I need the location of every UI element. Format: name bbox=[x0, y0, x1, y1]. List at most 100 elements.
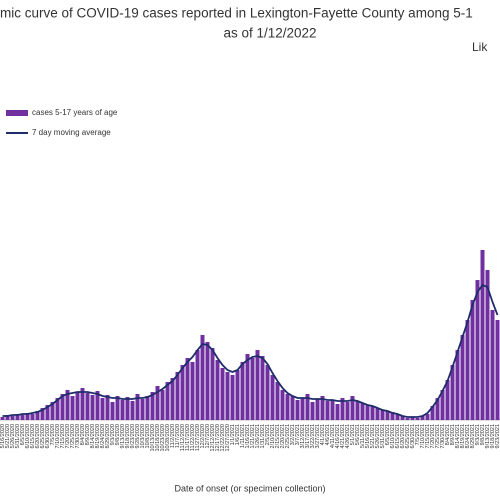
x-tick-label: 4/16/2021 bbox=[335, 424, 341, 448]
bar bbox=[315, 399, 320, 420]
bar bbox=[190, 362, 195, 420]
bar bbox=[490, 310, 495, 420]
x-tick-label: 8/29/2020 bbox=[105, 424, 111, 448]
bar bbox=[220, 368, 225, 420]
bar bbox=[195, 350, 200, 420]
bar bbox=[210, 348, 215, 420]
x-tick-label: 3/12/2021 bbox=[300, 424, 306, 448]
x-tick-label: 12/27/2020 bbox=[225, 424, 231, 452]
x-tick-label: 5/16/2020 bbox=[0, 424, 6, 448]
bar bbox=[300, 398, 305, 420]
bar bbox=[120, 400, 125, 420]
x-tick-label: 1/11/2021 bbox=[240, 424, 246, 448]
bar bbox=[435, 398, 440, 420]
x-tick-label: 6/20/2021 bbox=[400, 424, 406, 448]
x-tick-label: 4/21/2021 bbox=[340, 424, 346, 448]
x-tick-label: 6/30/2020 bbox=[45, 424, 51, 448]
x-tick-label: 9/8/2020 bbox=[115, 424, 121, 445]
x-tick-label: 4/11/2021 bbox=[330, 424, 336, 448]
bar bbox=[60, 394, 65, 420]
x-tick-label: 1/26/2021 bbox=[255, 424, 261, 448]
x-tick-label: 9/13/2020 bbox=[120, 424, 126, 448]
x-tick-label: 9/28/2020 bbox=[135, 424, 141, 448]
x-tick-label: 2/15/2021 bbox=[275, 424, 281, 448]
bar bbox=[355, 401, 360, 420]
x-tick-label: 6/10/2021 bbox=[390, 424, 396, 448]
x-tick-label: 5/21/2021 bbox=[370, 424, 376, 448]
x-tick-label: 6/5/2020 bbox=[20, 424, 26, 445]
x-tick-label: 1/1/2021 bbox=[230, 424, 236, 445]
x-tick-label: 11/22/2020 bbox=[190, 424, 196, 451]
bar bbox=[285, 394, 290, 420]
x-tick-label: 6/25/2020 bbox=[40, 424, 46, 448]
annotation: Lik bbox=[472, 40, 488, 54]
bar bbox=[290, 396, 295, 420]
legend-swatch bbox=[6, 110, 28, 116]
bar bbox=[235, 370, 240, 420]
bar bbox=[65, 390, 70, 420]
bar bbox=[240, 362, 245, 420]
x-tick-label: 3/27/2021 bbox=[315, 424, 321, 448]
x-tick-label: 8/4/2021 bbox=[445, 424, 451, 445]
x-tick-label: 5/26/2021 bbox=[375, 424, 381, 448]
bar bbox=[5, 415, 10, 420]
x-tick-label: 3/7/2021 bbox=[295, 424, 301, 445]
chart-subtitle: as of 1/12/2022 bbox=[223, 26, 316, 41]
bar bbox=[445, 380, 450, 420]
bar bbox=[200, 335, 205, 420]
bar bbox=[430, 406, 435, 420]
x-tick-label: 7/25/2020 bbox=[70, 424, 76, 448]
bar bbox=[390, 412, 395, 420]
x-tick-label: 5/26/2020 bbox=[10, 424, 16, 448]
bar bbox=[320, 396, 325, 420]
x-tick-label: 3/17/2021 bbox=[305, 424, 311, 448]
bar bbox=[255, 350, 260, 420]
x-tick-label: 7/10/2021 bbox=[420, 424, 426, 448]
bar bbox=[15, 414, 20, 420]
bar bbox=[40, 408, 45, 420]
x-tick-label: 6/30/2021 bbox=[410, 424, 416, 448]
x-tick-label: 5/31/2021 bbox=[380, 424, 386, 448]
x-tick-label: 6/25/2021 bbox=[405, 424, 411, 448]
bar bbox=[380, 410, 385, 420]
x-tick-label: 3/2/2021 bbox=[290, 424, 296, 445]
bar bbox=[480, 250, 485, 420]
bar bbox=[470, 300, 475, 420]
legend-label: 7 day moving average bbox=[32, 128, 111, 137]
x-tick-label: 8/9/2021 bbox=[450, 424, 456, 445]
bar bbox=[350, 396, 355, 420]
x-tick-label: 1/16/2021 bbox=[245, 424, 251, 448]
x-tick-label: 6/15/2020 bbox=[30, 424, 36, 448]
x-tick-label: 7/25/2021 bbox=[435, 424, 441, 448]
x-tick-label: 6/20/2020 bbox=[35, 424, 41, 448]
x-tick-label: 9/23/2021 bbox=[495, 424, 500, 448]
x-tick-label: 8/9/2020 bbox=[85, 424, 91, 445]
bar bbox=[455, 350, 460, 420]
bar bbox=[95, 391, 100, 420]
x-tick-label: 9/18/2020 bbox=[125, 424, 131, 448]
x-tick-label: 12/2/2020 bbox=[200, 424, 206, 448]
x-tick-label: 3/22/2021 bbox=[310, 424, 316, 448]
bar bbox=[415, 418, 420, 420]
bar bbox=[405, 418, 410, 420]
x-tick-label: 7/10/2020 bbox=[55, 424, 61, 448]
bar bbox=[370, 406, 375, 420]
bar bbox=[475, 280, 480, 420]
x-tick-label: 10/18/2020 bbox=[155, 424, 161, 452]
bar bbox=[440, 390, 445, 420]
x-tick-label: 5/21/2020 bbox=[5, 424, 11, 448]
x-tick-label: 10/28/2020 bbox=[165, 424, 171, 452]
x-tick-label: 7/5/2020 bbox=[50, 424, 56, 445]
x-tick-label: 12/7/2020 bbox=[205, 424, 211, 448]
x-tick-label: 12/12/2020 bbox=[210, 424, 216, 452]
bar bbox=[335, 404, 340, 420]
x-tick-label: 9/23/2020 bbox=[130, 424, 136, 448]
bar bbox=[0, 417, 5, 420]
bar bbox=[115, 396, 120, 420]
bar bbox=[175, 372, 180, 420]
x-tick-label: 8/19/2021 bbox=[460, 424, 466, 448]
bar bbox=[90, 395, 95, 420]
bar bbox=[245, 354, 250, 420]
x-tick-label: 2/10/2021 bbox=[270, 424, 276, 448]
bar bbox=[35, 411, 40, 420]
